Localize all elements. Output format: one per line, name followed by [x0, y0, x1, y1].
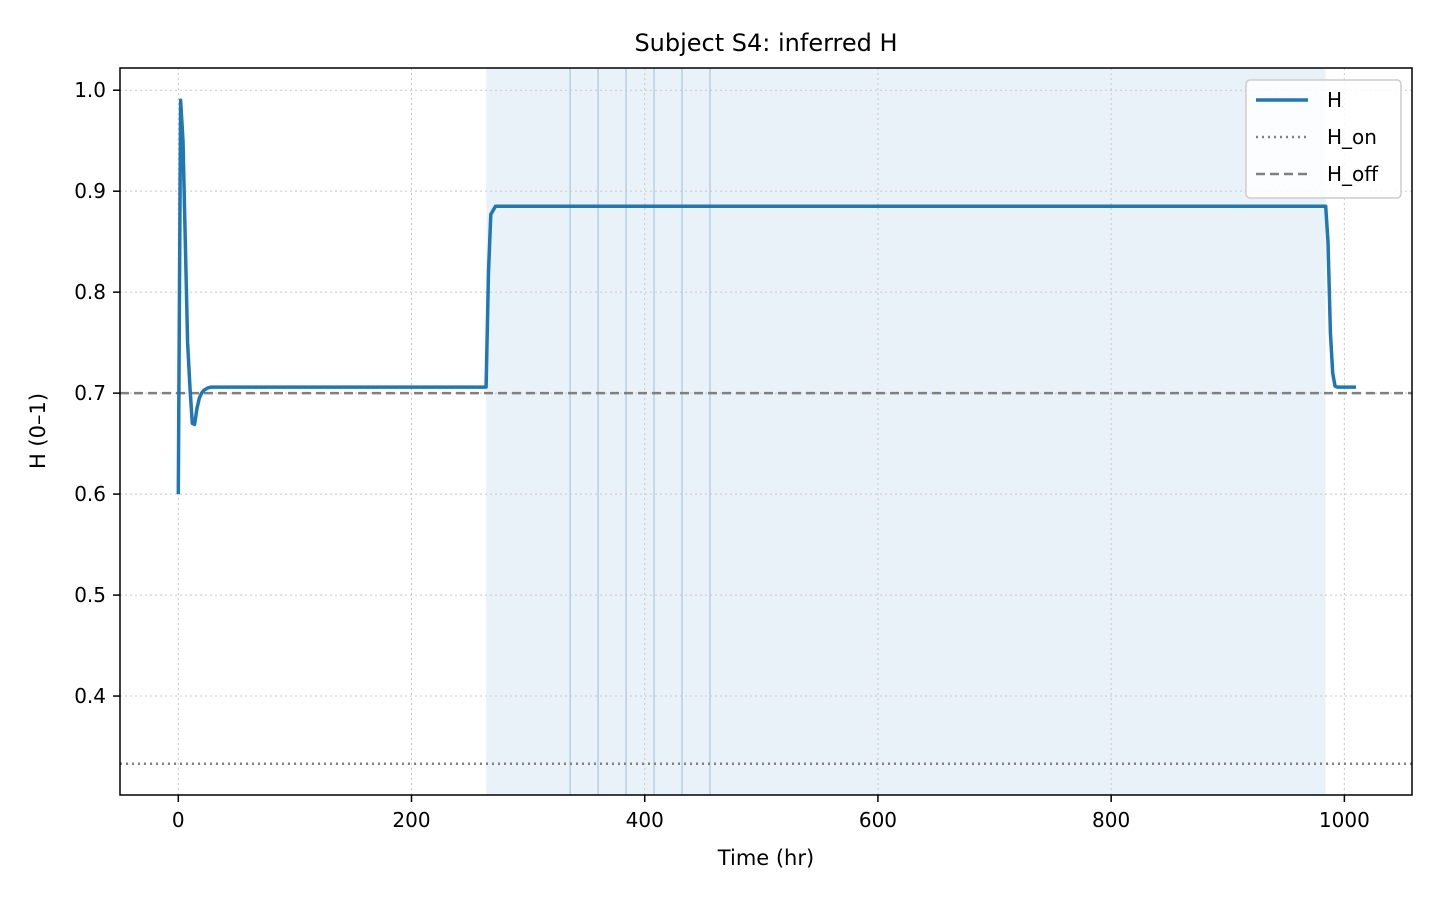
y-tick-label-2: 0.6 [74, 482, 106, 506]
legend-box [1245, 79, 1402, 199]
tick-layer: 0 200 400 600 800 1000 0.4 0.5 0.6 0.7 0.8 0.9 1.0 [74, 78, 1370, 832]
x-tick-label-4: 800 [1092, 808, 1130, 832]
x-axis-label: Time (hr) [717, 846, 814, 870]
x-tick-label-2: 400 [626, 808, 664, 832]
y-axis-label: H (0–1) [26, 393, 50, 469]
y-tick-label-4: 0.8 [74, 280, 106, 304]
y-tick-label-3: 0.7 [74, 381, 106, 405]
x-tick-label-0: 0 [172, 808, 185, 832]
y-tick-label-5: 0.9 [74, 179, 106, 203]
shaded-region [486, 68, 1326, 795]
series-line-H [176, 98, 1356, 495]
reference-lines [120, 391, 1412, 765]
legend-label-h: H [1327, 88, 1342, 112]
x-tick-label-3: 600 [859, 808, 897, 832]
shade-layer [486, 68, 1326, 795]
x-tick-label-5: 1000 [1319, 808, 1370, 832]
series-layer [176, 98, 1356, 495]
y-tick-label-6: 1.0 [74, 78, 106, 102]
chart-title: Subject S4: inferred H [634, 29, 897, 57]
plot-frame [119, 67, 1413, 796]
legend-label-h-on: H_on [1327, 125, 1377, 149]
y-tick-label-0: 0.4 [74, 684, 106, 708]
legend-label-h-off: H_off [1327, 162, 1379, 186]
legend: H H_on H_off [1245, 79, 1402, 199]
y-tick-label-1: 0.5 [74, 583, 106, 607]
x-tick-label-1: 200 [392, 808, 430, 832]
